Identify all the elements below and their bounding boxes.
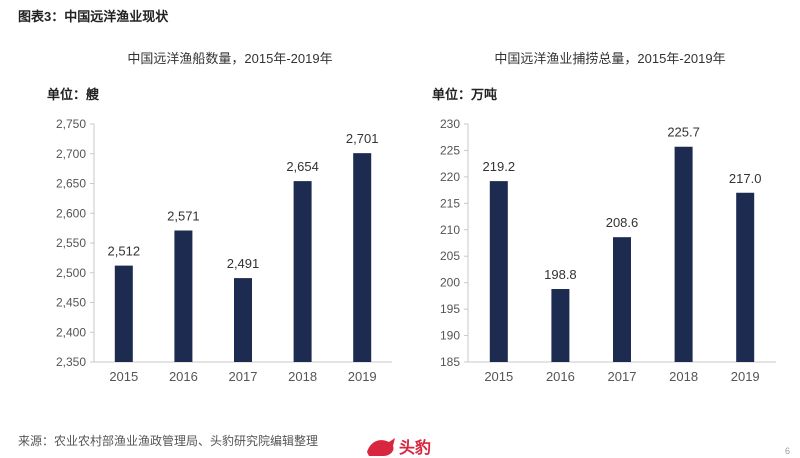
left-x-tick-label: 2017: [229, 369, 258, 384]
left-x-tick-label: 2019: [348, 369, 377, 384]
left-bar-2015: [114, 265, 133, 362]
right-data-label: 198.8: [544, 267, 577, 282]
left-data-label: 2,571: [167, 209, 200, 224]
right-data-label: 225.7: [667, 125, 700, 140]
left-y-tick-label: 2,400: [56, 325, 86, 339]
right-x-tick-label: 2015: [484, 369, 513, 384]
logo-text: 头豹: [399, 440, 432, 457]
right-y-tick-label: 230: [440, 117, 460, 131]
right-y-tick-label: 210: [440, 223, 460, 237]
left-y-tick-label: 2,500: [56, 266, 86, 280]
right-bar-2018: [674, 146, 693, 362]
right-x-tick-label: 2018: [669, 369, 698, 384]
right-x-tick-label: 2017: [608, 369, 637, 384]
right-y-tick-label: 205: [440, 249, 460, 263]
right-y-tick-label: 225: [440, 143, 460, 157]
left-bar-2018: [293, 181, 312, 362]
toubao-logo-icon: [367, 438, 395, 456]
right-data-label: 217.0: [729, 171, 762, 186]
left-unit-label: 单位：艘: [47, 87, 100, 102]
right-data-label: 208.6: [606, 215, 639, 230]
right-x-tick-label: 2019: [731, 369, 760, 384]
right-y-tick-label: 220: [440, 170, 460, 184]
left-bar-2017: [234, 278, 252, 362]
left-y-tick-label: 2,700: [56, 147, 86, 161]
left-y-tick-label: 2,550: [56, 236, 86, 250]
right-data-label: 219.2: [483, 159, 516, 174]
left-bar-2016: [174, 230, 193, 362]
left-bar-2019: [353, 153, 372, 362]
right-y-tick-label: 195: [440, 302, 460, 316]
left-y-tick-label: 2,450: [56, 296, 86, 310]
right-bar-2019: [736, 192, 755, 362]
right-bar-2015: [489, 181, 508, 362]
left-chart-title: 中国远洋渔船数量，2015年-2019年: [127, 51, 333, 66]
left-x-tick-label: 2018: [288, 369, 317, 384]
figure-title: 图表3：中国远洋渔业现状: [18, 9, 169, 24]
right-bar-2017: [613, 237, 631, 362]
left-data-label: 2,491: [227, 256, 260, 271]
right-y-tick-label: 215: [440, 196, 460, 210]
right-y-tick-label: 190: [440, 329, 460, 343]
right-chart-title: 中国远洋渔业捕捞总量，2015年-2019年: [494, 51, 726, 66]
left-y-tick-label: 2,600: [56, 206, 86, 220]
left-data-label: 2,701: [346, 131, 379, 146]
left-x-tick-label: 2016: [169, 369, 198, 384]
right-bar-2016: [551, 289, 570, 362]
page-number: 6: [784, 446, 790, 456]
left-y-tick-label: 2,750: [56, 117, 86, 131]
left-y-tick-label: 2,650: [56, 177, 86, 191]
left-x-tick-label: 2015: [109, 369, 138, 384]
left-y-tick-label: 2,350: [56, 355, 86, 369]
right-x-tick-label: 2016: [546, 369, 575, 384]
left-data-label: 2,654: [286, 159, 319, 174]
right-y-tick-label: 185: [440, 355, 460, 369]
left-bar-chart: 2,350 2,400 2,450 2,500 2,550 2,600 2,650 2,700…: [56, 117, 392, 384]
source-note: 来源：农业农村部渔业渔政管理局、头豹研究院编辑整理: [18, 434, 319, 448]
right-y-tick-label: 200: [440, 276, 460, 290]
right-bar-chart: 185 190 195 200 205 210 215 220 225 230 219.2 2015 1…: [440, 117, 776, 384]
right-unit-label: 单位：万吨: [432, 87, 498, 102]
left-data-label: 2,512: [108, 244, 141, 259]
